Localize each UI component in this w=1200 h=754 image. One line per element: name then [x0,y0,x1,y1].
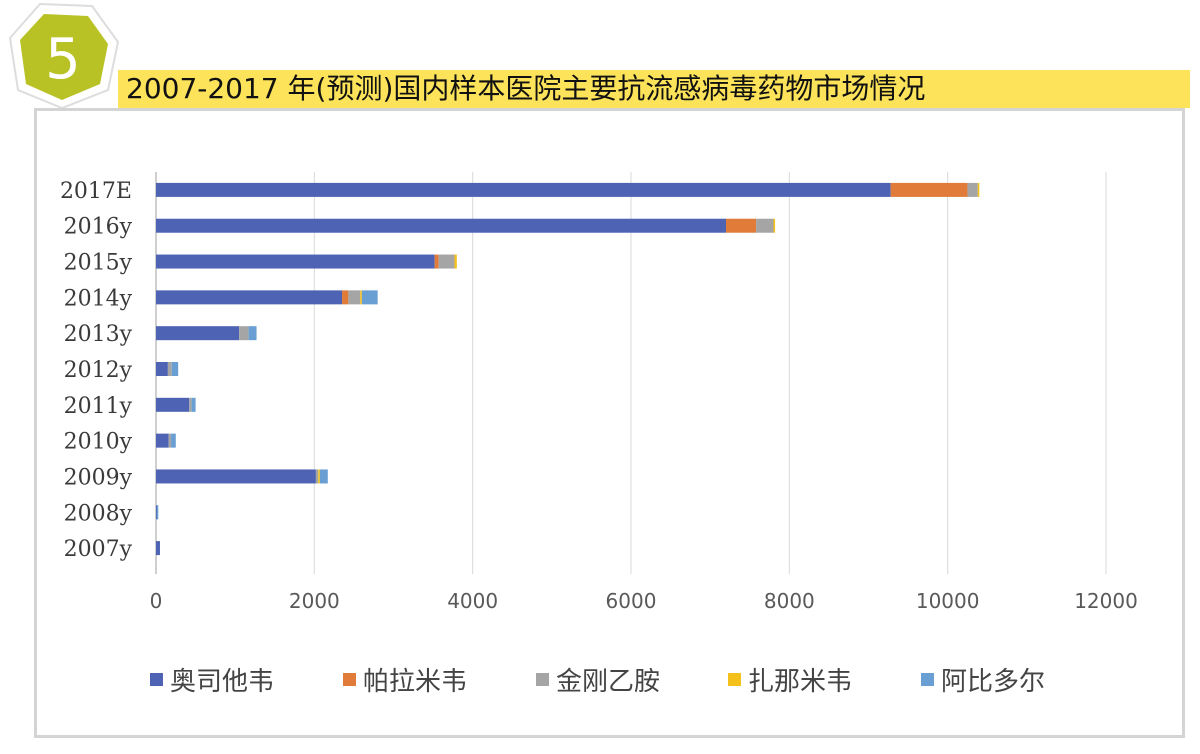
badge-number: 5 [45,27,81,92]
y-tick-label: 2013y [64,322,133,347]
legend-swatch-0 [150,673,163,686]
bar-2011y-series-0 [156,397,190,412]
bar-2016y-series-2 [756,218,774,233]
y-tick-label: 2017E [60,179,132,204]
bar-2007y-series-0 [156,541,160,556]
badge-octagon [20,14,108,100]
bar-2009y-series-3 [318,469,320,484]
x-tick-label: 6000 [606,589,657,613]
bar-2015y-series-2 [438,254,455,269]
bar-2015y-series-3 [454,254,457,269]
bar-2011y-series-2 [189,397,192,412]
bar-2013y-series-4 [248,326,257,341]
bar-2012y-series-4 [171,362,179,376]
legend: 奥司他韦 帕拉米韦 金刚乙胺 扎那米韦 阿比多尔 [150,667,1045,697]
section-number-badge: 5 [8,2,120,110]
bar-2013y-series-0 [156,326,240,341]
title-highlight [118,70,1190,108]
x-tick-label: 10000 [916,589,980,613]
y-tick-label: 2014y [64,286,133,311]
y-tick-label: 2008y [64,501,133,526]
bar-2016y-series-0 [156,218,726,233]
bar-2010y-series-2 [168,433,172,448]
bar-2017E-series-2 [967,182,978,197]
bar-2017E-series-1 [890,182,968,197]
bar-2017E-series-0 [156,182,891,197]
x-tick-label: 12000 [1074,589,1138,613]
x-tick-label: 4000 [447,589,498,613]
x-axis-ticks: 0 2000 4000 6000 8000 10000 12000 [150,589,1138,613]
legend-label-2: 金刚乙胺 [556,667,660,697]
y-tick-label: 2012y [64,358,133,383]
bar-2008y-series-4 [156,505,159,520]
bar-2009y-series-0 [156,469,316,484]
x-tick-label: 2000 [289,589,340,613]
bar-2013y-series-2 [239,326,249,341]
y-tick-label: 2011y [64,394,133,419]
legend-swatch-3 [728,673,741,686]
legend-label-0: 奥司他韦 [170,667,274,697]
bar-2015y-series-1 [434,254,439,269]
bar-2009y-series-4 [319,469,328,484]
y-axis-ticks: 2017E 2016y 2015y 2014y 2013y 2012y 2011y 2010y… [60,179,133,562]
bars [156,182,980,556]
bar-2016y-series-1 [726,218,757,233]
bar-2014y-series-2 [348,290,361,305]
chart-frame [34,108,1185,738]
x-tick-label: 8000 [764,589,815,613]
bar-2014y-series-0 [156,290,343,305]
bar-2010y-series-4 [171,433,176,448]
bar-2011y-series-4 [191,397,196,412]
y-tick-label: 2007y [64,537,133,562]
bar-2008y-series-0 [156,505,158,520]
legend-swatch-2 [536,673,549,686]
bar-2012y-series-2 [167,362,172,376]
bar-2010y-series-0 [156,433,169,448]
legend-label-1: 帕拉米韦 [363,667,467,697]
bar-2017E-series-3 [977,182,980,197]
y-tick-label: 2009y [64,465,133,490]
bar-2014y-series-3 [360,290,362,305]
y-tick-label: 2016y [64,215,133,240]
bar-2015y-series-0 [156,254,435,269]
legend-swatch-1 [343,673,356,686]
legend-swatch-4 [921,673,934,686]
bar-2016y-series-3 [773,218,776,233]
bar-2009y-series-2 [315,469,319,484]
x-tick-label: 0 [150,589,163,613]
bar-2014y-series-1 [342,290,349,305]
legend-label-4: 阿比多尔 [941,667,1045,697]
chart-title: 2007-2017 年(预测)国内样本医院主要抗流感病毒药物市场情况 [126,72,926,105]
bar-2012y-series-0 [156,362,168,376]
y-tick-label: 2010y [64,430,133,455]
bar-2014y-series-4 [361,290,378,305]
y-tick-label: 2015y [64,251,133,276]
legend-label-3: 扎那米韦 [748,667,852,697]
